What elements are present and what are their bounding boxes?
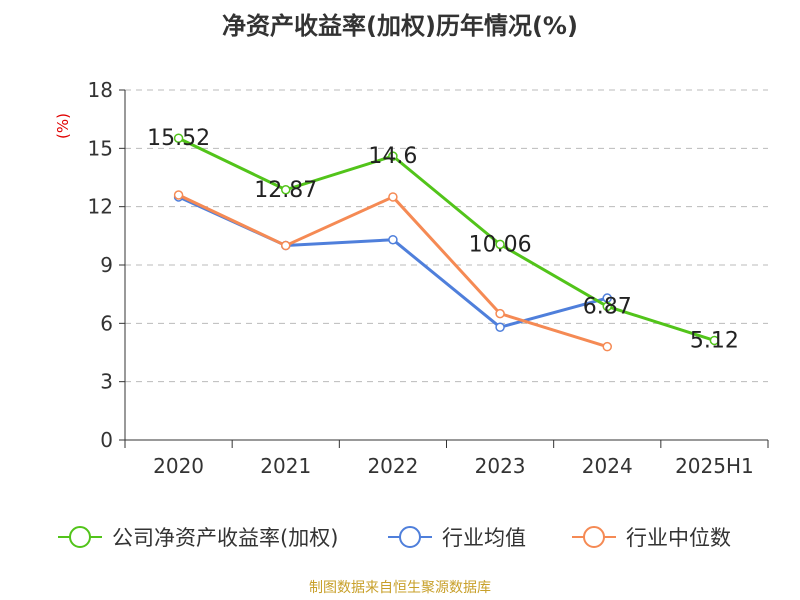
legend-label: 行业均值: [442, 526, 526, 550]
data-label: 14.6: [368, 144, 417, 169]
legend-label: 公司净资产收益率(加权): [112, 526, 338, 550]
data-point: [495, 239, 505, 250]
y-tick-label: 3: [100, 370, 113, 394]
data-point: [388, 192, 398, 202]
legend: 公司净资产收益率(加权) 行业均值 行业中位数: [58, 526, 731, 550]
y-tick-label: 9: [100, 253, 113, 277]
data-point: [173, 190, 184, 200]
data-point: [495, 322, 505, 332]
legend-marker: [399, 526, 421, 548]
data-point: [281, 240, 291, 251]
grid-lines: [125, 89, 768, 383]
series-line: [177, 195, 608, 329]
legend-marker: [69, 526, 91, 548]
data-label: 15.52: [147, 126, 210, 151]
y-tick-label: 18: [88, 78, 113, 102]
data-point: [388, 151, 398, 161]
x-tick-label: 2022: [367, 454, 418, 478]
data-point: [495, 308, 505, 319]
data-point: [602, 301, 612, 312]
data-point: [602, 341, 612, 352]
y-axis-unit: (%): [54, 113, 72, 139]
data-point: [281, 185, 291, 195]
y-tick-label: 0: [100, 428, 113, 452]
legend-marker: [583, 526, 605, 548]
series-line: [177, 136, 715, 342]
x-tick-label: 2023: [475, 454, 526, 478]
y-tick-label: 6: [100, 311, 113, 335]
legend-label: 行业中位数: [626, 526, 731, 550]
data-point: [173, 133, 184, 143]
data-label: 12.87: [254, 178, 317, 203]
series-group: 15.52 12.87 14.6 10.06 6.87 5.12: [147, 126, 739, 353]
chart-title: 净资产收益率(加权)历年情况(%): [222, 12, 578, 40]
x-tick-label: 2021: [260, 454, 311, 478]
data-label: 5.12: [690, 328, 739, 353]
data-label: 10.06: [469, 232, 532, 257]
y-tick-label: 12: [88, 195, 113, 219]
y-tick-label: 15: [88, 136, 113, 160]
data-point: [709, 335, 720, 346]
source-note: 制图数据来自恒生聚源数据库: [309, 580, 491, 596]
x-tick-label: 2020: [153, 454, 204, 478]
x-tick-label: 2024: [582, 454, 633, 478]
x-tick-label: 2025H1: [675, 454, 754, 478]
data-label: 6.87: [583, 294, 632, 319]
data-point: [388, 234, 398, 245]
axes: 0 3 6 9 12 15 18 2020 2021 2022 2023 2024 2025H1: [88, 78, 769, 478]
